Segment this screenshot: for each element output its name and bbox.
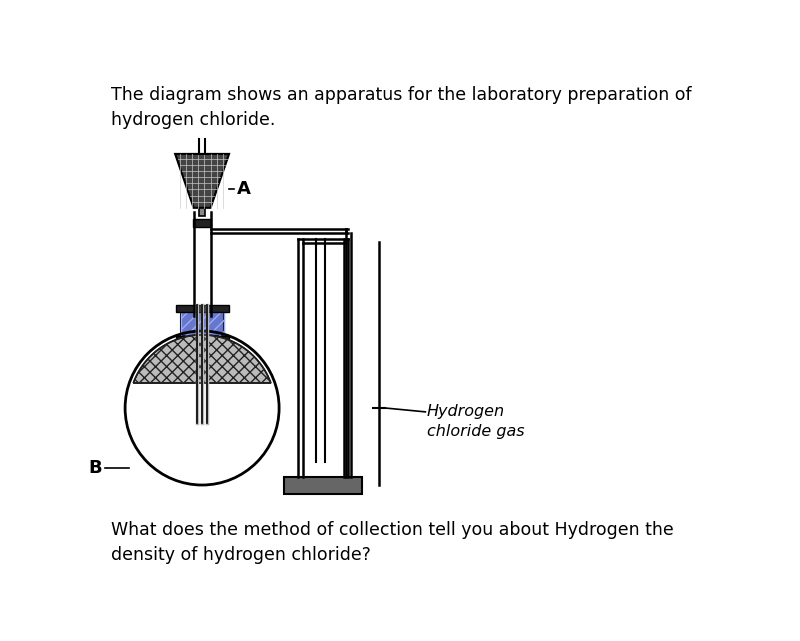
Bar	[176, 337, 229, 344]
Text: A: A	[237, 179, 250, 197]
Text: B: B	[88, 459, 102, 477]
Bar	[176, 305, 229, 312]
Bar	[199, 208, 205, 215]
Bar	[182, 312, 224, 337]
Polygon shape	[175, 154, 229, 208]
Text: Hydrogen
chloride gas: Hydrogen chloride gas	[427, 404, 525, 439]
Bar	[193, 219, 211, 227]
Polygon shape	[134, 335, 271, 383]
Text: What does the method of collection tell you about Hydrogen the
density of hydrog: What does the method of collection tell …	[111, 521, 674, 564]
Text: The diagram shows an apparatus for the laboratory preparation of
hydrogen chlori: The diagram shows an apparatus for the l…	[111, 86, 692, 129]
Bar	[285, 478, 362, 494]
Bar	[182, 312, 224, 337]
